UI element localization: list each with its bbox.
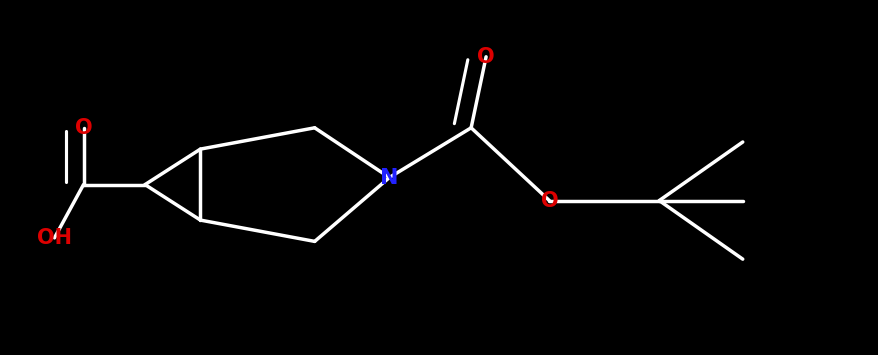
- Text: OH: OH: [37, 228, 72, 248]
- Text: N: N: [379, 168, 399, 187]
- Text: O: O: [75, 118, 92, 138]
- Text: O: O: [477, 47, 494, 67]
- Text: O: O: [540, 191, 558, 211]
